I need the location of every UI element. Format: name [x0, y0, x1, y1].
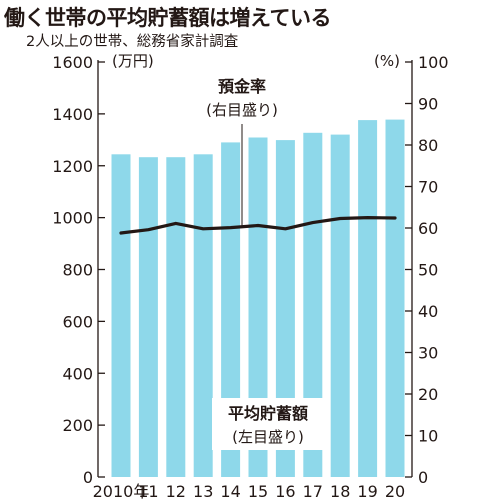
left-tick-label: 800 — [62, 261, 93, 280]
line-series — [119, 216, 397, 235]
annotations: 預金率 (右目盛り) 平均貯蓄額 (左目盛り) — [192, 72, 324, 450]
right-tick-label: 80 — [418, 136, 438, 155]
right-tick-label: 70 — [418, 178, 438, 197]
left-tick-label: 200 — [62, 416, 93, 435]
bar-series-note: (左目盛り) — [232, 428, 304, 446]
bar-16 — [275, 140, 295, 477]
bar-series — [111, 119, 405, 478]
x-tick-label: 12 — [166, 482, 186, 500]
bar-19 — [358, 120, 378, 477]
right-tick-label: 50 — [418, 261, 438, 280]
left-tick-label: 400 — [62, 364, 93, 383]
x-tick-label: 13 — [193, 482, 213, 500]
bar-18 — [330, 134, 350, 477]
right-tick-label: 10 — [418, 427, 438, 446]
x-tick-label: 16 — [275, 482, 295, 500]
left-tick-label: 1000 — [52, 209, 93, 228]
bar-series-label: 平均貯蓄額 — [228, 404, 308, 423]
x-tick-label: 20 — [385, 482, 405, 500]
bar-11 — [138, 157, 158, 477]
bar-20 — [385, 119, 405, 477]
left-axis-unit: (万円) — [112, 52, 154, 70]
left-tick-label: 600 — [62, 312, 93, 331]
x-tick-label: 18 — [330, 482, 350, 500]
x-tick-label: 14 — [220, 482, 240, 500]
bar-15 — [248, 137, 268, 477]
bar-label-bg — [212, 398, 324, 450]
bar-2010年 — [111, 154, 131, 478]
left-tick-label: 0 — [83, 468, 93, 487]
left-tick-label: 1200 — [52, 157, 93, 176]
line-series-label: 預金率 — [218, 77, 266, 96]
axes: 0 200 400 600 800 1000 1200 1400 1600 0 10 20 30 40 50… — [52, 52, 448, 500]
bar-17 — [303, 132, 323, 478]
right-tick-label: 30 — [418, 344, 438, 363]
line-series-note: (右目盛り) — [206, 101, 278, 119]
chart-subtitle: 2人以上の世帯、総務省家計調査 — [26, 34, 239, 50]
x-tick-label: 19 — [357, 482, 377, 500]
left-tick-label: 1400 — [52, 105, 93, 124]
x-tick-label: 17 — [303, 482, 323, 500]
x-tick-label: 2010年 — [93, 482, 150, 500]
x-tick-label: 15 — [248, 482, 268, 500]
x-tick-label: 11 — [138, 482, 158, 500]
left-tick-label: 1600 — [52, 53, 93, 72]
chart-title: 働く世帯の平均貯蓄額は増えている — [4, 6, 331, 30]
line-預金率 — [119, 216, 397, 235]
right-axis-unit: (%) — [374, 52, 400, 70]
right-tick-label: 90 — [418, 95, 438, 114]
bar-13 — [193, 154, 213, 478]
right-tick-label: 40 — [418, 302, 438, 321]
right-tick-label: 100 — [418, 53, 449, 72]
line-label-bg — [192, 72, 292, 122]
right-tick-label: 20 — [418, 385, 438, 404]
right-tick-label: 0 — [418, 468, 428, 487]
right-tick-label: 60 — [418, 219, 438, 238]
bar-12 — [166, 157, 186, 477]
